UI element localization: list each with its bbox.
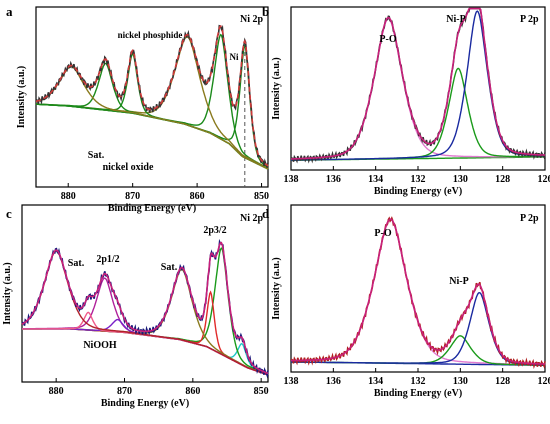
panel-a: a 880 870 860 850 Binding Energy (eV) Intensit…	[6, 4, 269, 214]
plot-frame	[290, 204, 546, 373]
panel-b: b 138 136 134 132 130 128 126 Binding Energy (eV…	[262, 4, 550, 197]
panel-letter: d	[262, 206, 270, 221]
panel-letter: a	[6, 4, 13, 19]
x-tick-label: 850	[254, 386, 269, 397]
experimental-curve	[291, 7, 546, 164]
x-tick-label: 138	[284, 174, 299, 185]
y-axis-label: Intensity (a.u.)	[16, 66, 27, 129]
x-tick-label: 130	[453, 174, 468, 185]
envelope-curve	[35, 25, 269, 167]
x-tick-label: 134	[368, 376, 383, 387]
peak-annotation: NiOOH	[83, 340, 117, 351]
peak-annotation: Sat.	[88, 150, 105, 161]
x-tick-label: 880	[49, 386, 64, 397]
peak-annotation: P-O	[379, 34, 396, 45]
x-tick-label: 130	[453, 376, 468, 387]
x-tick-label: 860	[185, 386, 200, 397]
x-tick-label: 132	[411, 376, 426, 387]
x-tick-label: 128	[495, 376, 510, 387]
x-axis-label: Binding Energy (eV)	[101, 398, 189, 409]
peak-annotation: Ni-P	[446, 14, 465, 25]
x-tick-label: 860	[190, 191, 205, 202]
x-tick-label: 880	[61, 191, 76, 202]
element-label: Ni 2p	[240, 213, 264, 224]
peak-annotation: P-O	[374, 228, 391, 239]
component-peak	[291, 18, 545, 160]
peak-annotation: 2p3/2	[203, 225, 226, 236]
element-label: P 2p	[520, 14, 539, 25]
panel-letter: c	[6, 206, 12, 221]
envelope-curve	[290, 7, 546, 160]
y-axis-label: Intensity (a.u.)	[2, 262, 13, 325]
experimental-curve	[35, 24, 269, 168]
x-tick-label: 136	[326, 376, 341, 387]
x-tick-label: 138	[284, 376, 299, 387]
component-peak	[291, 291, 545, 366]
peak-annotation: Ni-P	[449, 276, 468, 287]
component-peak	[291, 219, 546, 366]
panel-letter: b	[262, 4, 269, 19]
x-tick-label: 870	[125, 191, 140, 202]
peak-annotation: nickel oxide	[103, 162, 154, 173]
x-tick-label: 126	[538, 174, 550, 185]
x-tick-label: 134	[368, 174, 383, 185]
peak-annotation: 2p1/2	[96, 254, 119, 265]
component-peak	[291, 10, 545, 161]
plot-frame	[290, 6, 546, 171]
x-tick-label: 132	[411, 174, 426, 185]
x-axis-label: Binding Energy (eV)	[374, 186, 462, 197]
x-tick-label: 870	[117, 386, 132, 397]
x-tick-label: 126	[538, 376, 550, 387]
element-label: Ni 2p	[240, 14, 264, 25]
envelope-curve	[291, 218, 545, 365]
experimental-curve	[291, 216, 546, 370]
component-peak	[22, 277, 269, 376]
y-axis-label: Intensity (a.u.)	[271, 57, 282, 120]
x-tick-label: 850	[254, 191, 269, 202]
x-axis-label: Binding Energy (eV)	[108, 203, 196, 214]
plot-frame	[21, 204, 269, 383]
plot-frame	[35, 6, 269, 188]
peak-annotation: nickel phosphide	[118, 30, 183, 40]
x-tick-label: 136	[326, 174, 341, 185]
peak-annotation: Sat.	[68, 258, 85, 269]
panel-c: c 880 870 860 850 Binding Energy (eV) Intensit…	[2, 204, 269, 409]
x-tick-label: 128	[495, 174, 510, 185]
panel-d: d 138 136 134 132 130 128 126 Binding Energy (eV…	[262, 204, 550, 399]
peak-annotation: Ni	[230, 52, 239, 62]
envelope-curve	[21, 241, 269, 375]
peak-annotation: Sat.	[161, 262, 178, 273]
y-axis-label: Intensity (a.u.)	[271, 257, 282, 320]
x-axis-label: Binding Energy (eV)	[374, 388, 462, 399]
experimental-curve	[21, 238, 269, 379]
element-label: P 2p	[520, 213, 539, 224]
